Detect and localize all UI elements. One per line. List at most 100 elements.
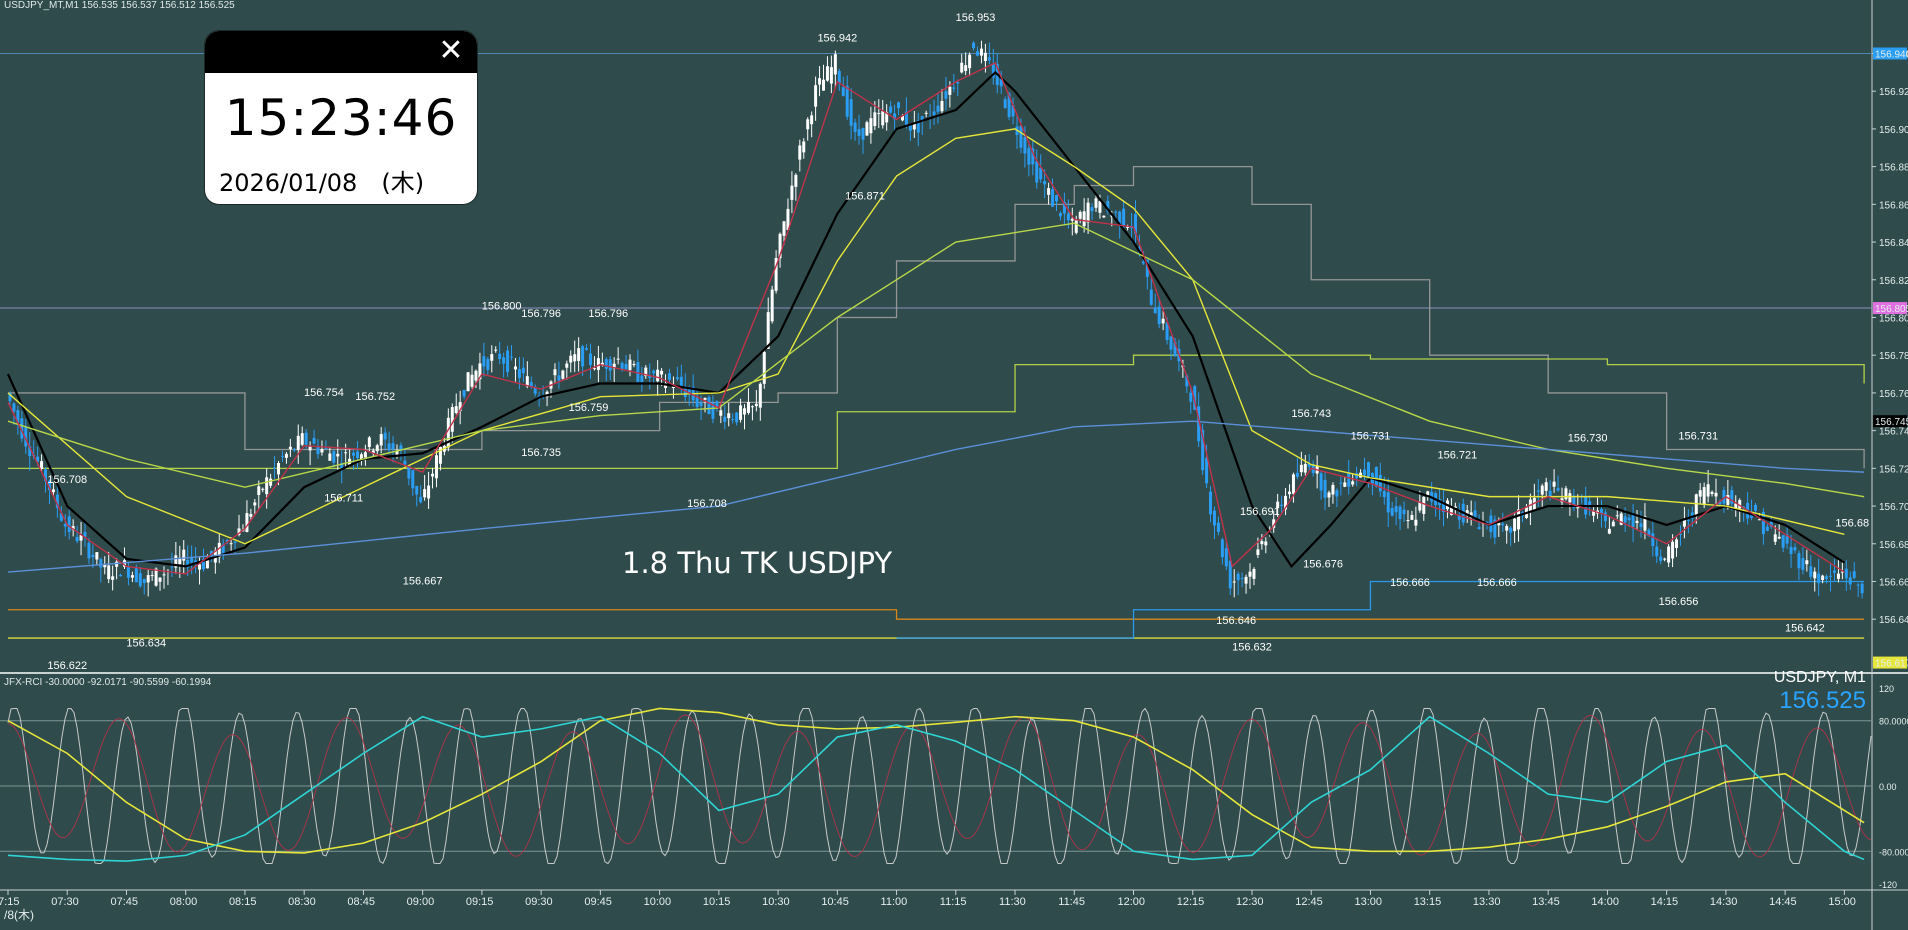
candle-body [1264,541,1268,546]
candle-body [502,357,506,364]
candle-body [170,566,174,568]
candle-body [229,543,233,545]
price-tag-label: 156.805 [1875,304,1908,315]
candle-body [1517,509,1521,530]
candle-body [679,376,683,388]
candle-body [107,565,111,580]
candle-body [154,568,158,586]
price-tag-label: 156.745 [1875,417,1908,428]
rci-tick-label: 0.00 [1879,782,1897,792]
indicator-header: JFX-RCI -30.0000 -92.0171 -90.5599 -60.1… [4,677,212,688]
candle-body [987,57,991,61]
candle-body [1592,510,1596,516]
candle-body [916,120,920,133]
candle-body [577,348,581,361]
candle-body [1536,490,1540,492]
candle-body [67,516,71,532]
candle-body [1714,492,1718,497]
y-tick-label: 156.840 [1879,238,1908,249]
candle-body [1232,581,1236,583]
candle-body [198,564,202,570]
candle-body [1639,523,1643,528]
candle-body [1611,521,1615,527]
price-annotation: 156.731 [1351,431,1391,443]
candle-body [1058,213,1062,217]
candle-body [1718,501,1722,505]
candle-body [1572,495,1576,509]
price-annotation: 156.796 [588,308,628,320]
candle-body [225,540,229,542]
rci-tick-label: 120 [1879,684,1894,694]
x-tick-label: 13:30 [1473,896,1501,908]
chart-watermark: 1.8 Thu TK USDJPY [622,546,893,580]
candle-body [395,450,399,456]
candle-body [612,363,616,369]
candle-body [1228,560,1232,589]
candle-body [1698,490,1702,497]
candle-body [1398,506,1402,520]
candle-body [391,443,395,450]
price-annotation: 156.634 [126,638,166,650]
candle-body [1007,93,1011,118]
candle-body [1094,198,1098,208]
price-annotation: 156.730 [1568,432,1608,444]
price-annotation: 156.666 [1477,577,1517,589]
candle-body [1627,517,1631,521]
candle-body [332,451,336,463]
clock-widget[interactable]: ✕ 15:23:46 2026/01/08 (木) [205,31,477,204]
candle-body [292,449,296,451]
candle-body [352,452,356,456]
close-icon[interactable]: ✕ [438,33,464,68]
candle-body [912,123,916,130]
candle-body [130,575,134,578]
candle-body [265,477,269,495]
candle-body [1769,521,1773,527]
candle-body [924,112,928,114]
candle-body [494,349,498,351]
step-line-2 [8,609,1865,620]
candle-body [1852,571,1856,578]
candle-body [1205,457,1209,484]
candle-body [1141,261,1145,264]
candle-body [1702,487,1706,505]
candle-body [1856,584,1860,586]
candle-body [1165,322,1169,340]
candle-body [1236,573,1240,581]
clock-title-bar[interactable]: ✕ [205,31,477,73]
candle-body [288,446,292,449]
candle-body [1544,482,1548,491]
candle-body [837,71,841,84]
candle-body [1552,481,1556,487]
candle-body [407,465,411,479]
candle-body [1497,522,1501,526]
candle-body [458,402,462,412]
candle-body [1607,528,1611,534]
candle-body [1615,515,1619,517]
candle-body [746,401,750,413]
candle-body [1248,571,1252,577]
candle-body [427,485,431,499]
candle-body [375,445,379,452]
candle-body [822,79,825,91]
candle-body [280,455,284,457]
candle-body [592,368,596,370]
candle-body [1078,211,1082,219]
candle-body [1319,473,1323,491]
candle-body [150,575,154,577]
candle-body [134,566,138,583]
candle-body [336,453,340,457]
candle-body [1793,547,1797,551]
x-tick-label: 14:00 [1591,896,1619,908]
candle-body [600,362,604,366]
candle-body [1307,463,1311,467]
price-tag [1873,415,1907,428]
candle-body [146,575,150,583]
candle-body [178,557,182,565]
candle-body [932,111,936,116]
price-annotation: 156.622 [47,660,87,672]
candle-body [711,402,715,419]
candle-body [1829,575,1833,577]
y-tick-label: 156.920 [1879,87,1908,98]
candle-body [1599,508,1603,514]
candle-body [794,174,798,187]
